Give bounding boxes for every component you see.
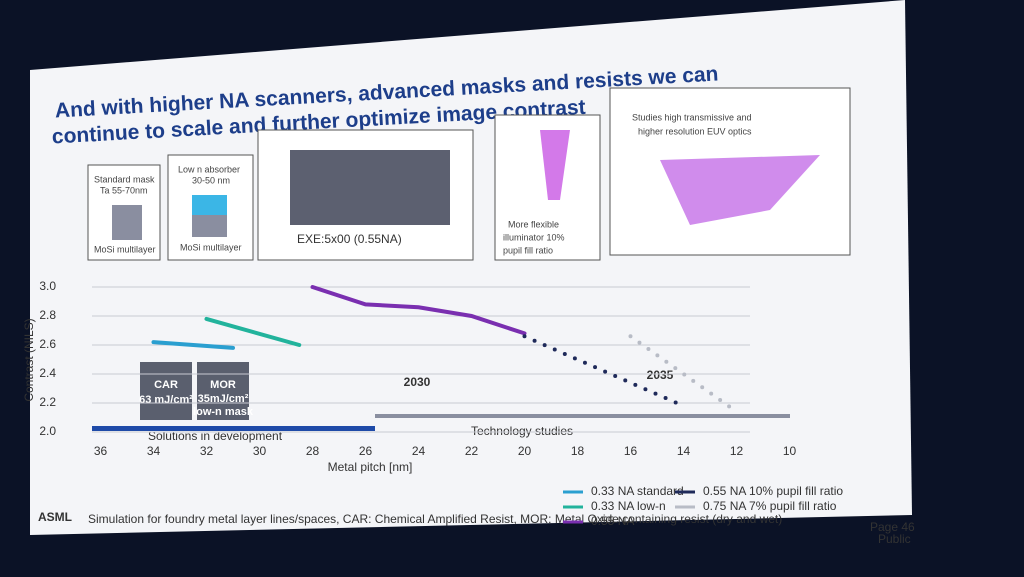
series-line [204,316,302,347]
y-axis-label: Contrast (NILS) [22,318,36,401]
mask-illustration [112,205,142,240]
annotation: Solutions in development [148,429,283,443]
optics-illustration [660,155,820,225]
caption: Standard mask [94,174,155,184]
x-tick-label: 24 [412,444,426,458]
series-line [151,340,235,350]
caption: More flexible [508,219,559,229]
y-tick-label: 2.8 [39,308,56,322]
caption: MoSi multilayer [94,244,156,254]
y-tick-label: 2.0 [39,424,56,438]
page-number: Page 46 [870,520,915,534]
mask-illustration [192,215,227,237]
box-label: CAR [154,379,178,391]
x-tick-label: 12 [730,444,744,458]
box-label: 35mJ/cm² [198,393,249,405]
x-tick-label: 26 [359,444,373,458]
series-line [310,285,527,336]
legend-label: 0.75 NA 7% pupil fill ratio [703,499,837,513]
y-tick-label: 2.2 [39,395,56,409]
resist-box [140,362,192,420]
x-tick-label: 14 [677,444,691,458]
x-tick-label: 22 [465,444,479,458]
y-tick-label: 3.0 [39,279,56,293]
box-label: 63 mJ/cm² [139,394,193,406]
caption: pupil fill ratio [503,245,553,255]
scanner-photo [290,150,450,225]
x-tick-label: 36 [94,444,108,458]
studies-bar [375,414,790,418]
illuminator-illustration [540,130,570,200]
annotation: 2035 [647,368,674,382]
footnote: Simulation for foundry metal layer lines… [88,512,782,526]
caption: 30-50 nm [192,175,230,185]
y-tick-label: 2.6 [39,337,56,351]
caption: MoSi multilayer [180,242,242,252]
caption: Studies high transmissive and [632,112,752,122]
x-tick-label: 18 [571,444,585,458]
box-label: low-n mask [193,406,254,418]
caption: Ta 55-70nm [100,185,148,195]
x-tick-label: 16 [624,444,638,458]
classification: Public [878,532,911,546]
x-tick-label: 34 [147,444,161,458]
x-tick-label: 10 [783,444,797,458]
caption: illuminator 10% [503,232,565,242]
x-tick-label: 20 [518,444,532,458]
legend-label: 0.55 NA [591,514,634,528]
series-line [522,334,686,408]
logo: ASML [38,510,72,524]
legend-label: 0.33 NA standard [591,484,684,498]
development-bar [92,426,375,431]
y-tick-label: 2.4 [39,366,56,380]
caption: Low n absorber [178,164,240,174]
caption: higher resolution EUV optics [638,126,752,136]
box-label: MOR [210,379,236,391]
legend-label: 0.55 NA 10% pupil fill ratio [703,484,843,498]
legend-label: 0.33 NA low-n [591,499,666,513]
annotation: Technology studies [471,424,573,438]
x-tick-label: 28 [306,444,320,458]
series-line [628,334,739,414]
x-axis-label: Metal pitch [nm] [328,460,413,474]
resist-box [197,362,249,420]
x-tick-label: 30 [253,444,267,458]
mask-illustration [192,195,227,215]
annotation: 2030 [404,375,431,389]
caption: EXE:5x00 (0.55NA) [297,232,402,246]
x-tick-label: 32 [200,444,214,458]
